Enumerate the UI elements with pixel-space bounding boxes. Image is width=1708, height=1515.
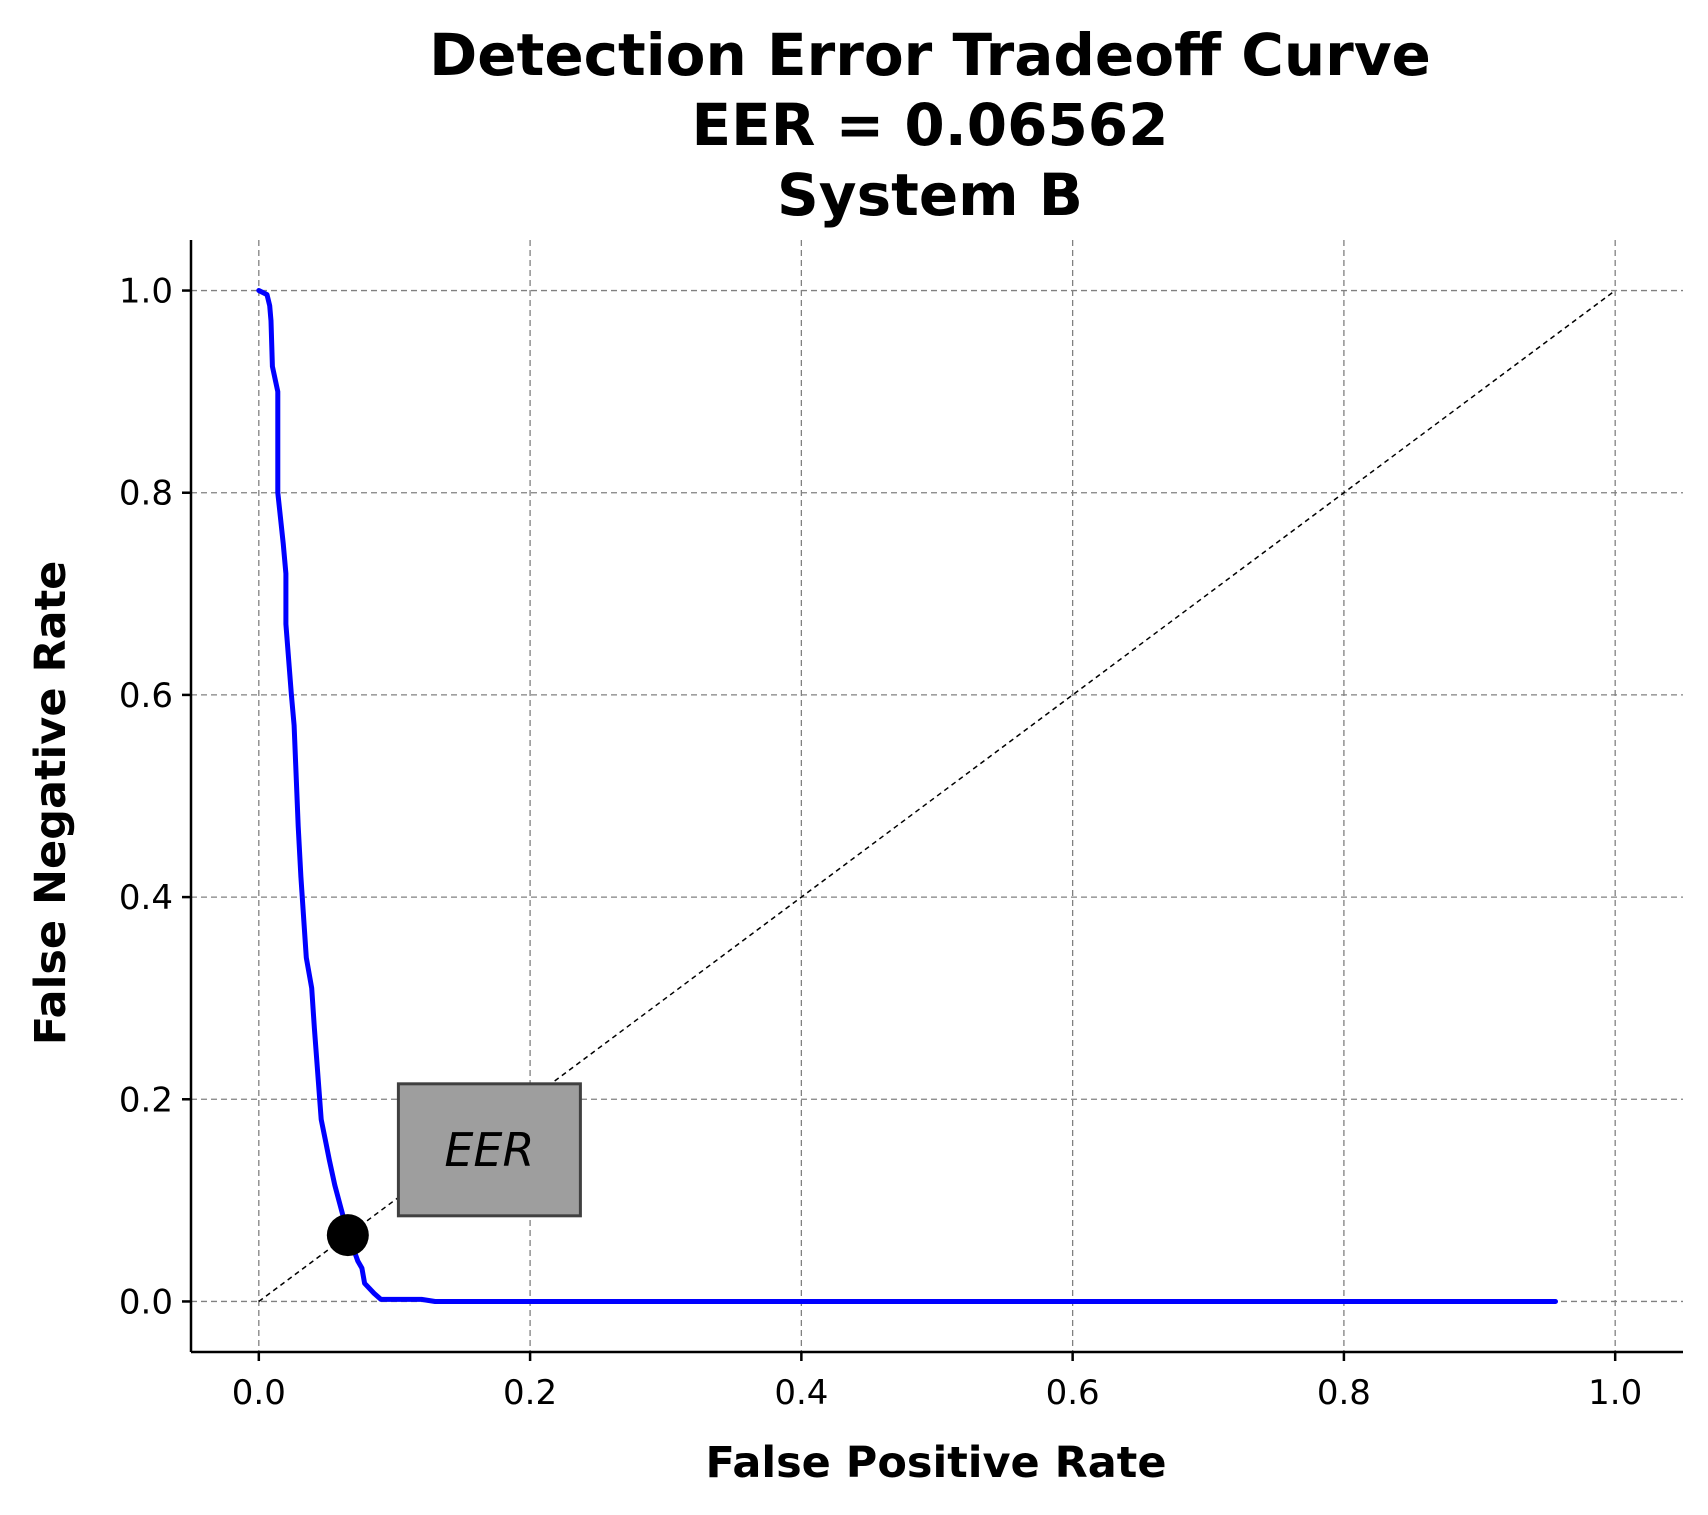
eer-annotation: EER <box>396 1082 582 1218</box>
y-axis-label: False Negative Rate <box>26 561 76 1046</box>
eer-marker <box>326 1214 369 1257</box>
x-tick-label: 1.0 <box>1588 1373 1642 1413</box>
y-tick-label: 0.6 <box>119 676 173 716</box>
grid-lines <box>191 240 1683 1352</box>
x-tick-label: 0.8 <box>1317 1373 1371 1413</box>
eer-annotation-text: EER <box>444 1123 534 1177</box>
x-tick-label: 0.0 <box>232 1373 286 1413</box>
axes <box>189 240 1683 1354</box>
y-axis-ticks: 0.0 0.2 0.4 0.6 0.8 1.0 <box>119 272 191 1322</box>
x-tick-label: 0.4 <box>774 1373 828 1413</box>
y-tick-label: 0.0 <box>119 1282 173 1322</box>
x-axis-label: False Positive Rate <box>705 1438 1166 1488</box>
y-tick-label: 0.2 <box>119 1080 173 1120</box>
eer-annotation-box <box>396 1082 582 1218</box>
y-tick-label: 0.4 <box>119 878 173 918</box>
x-axis-ticks: 0.0 0.2 0.4 0.6 0.8 1.0 <box>232 1352 1642 1413</box>
eer-marker-group <box>326 1214 369 1257</box>
chart-title-line-3: System B <box>777 161 1083 229</box>
det-curve-line <box>256 288 1558 1304</box>
chart-title-line-2: EER = 0.06562 <box>691 91 1168 159</box>
chart-title-line-1: Detection Error Tradeoff Curve <box>429 21 1431 89</box>
y-tick-label: 1.0 <box>119 272 173 312</box>
x-tick-label: 0.6 <box>1046 1373 1100 1413</box>
x-tick-label: 0.2 <box>503 1373 557 1413</box>
det-curve <box>256 288 1558 1304</box>
y-tick-label: 0.8 <box>119 474 173 514</box>
